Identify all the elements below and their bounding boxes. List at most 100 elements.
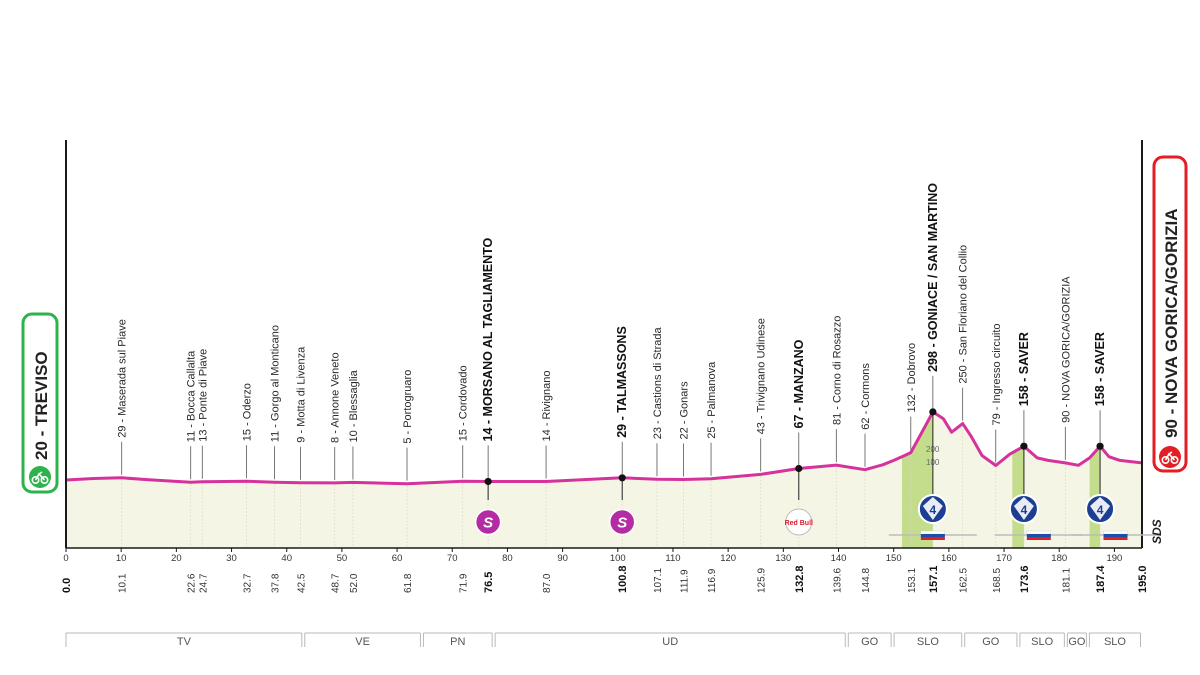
flag-stripe-blue xyxy=(1103,534,1128,537)
x-tick-label: 70 xyxy=(447,553,458,564)
km-label: 32.7 xyxy=(242,573,253,593)
km-label: 52.0 xyxy=(349,573,360,593)
km-label: 132.8 xyxy=(794,565,806,593)
sprint-icon xyxy=(474,508,502,536)
region-label: SLO xyxy=(1031,636,1053,648)
location-label: 298 - GONIACE / SAN MARTINO xyxy=(926,183,940,372)
sponsor-logo: SDS xyxy=(1150,519,1164,544)
sprint-symbol: S xyxy=(483,515,493,532)
location-label: 22 - Gonars xyxy=(678,381,690,440)
finish-km-label: 195.0 xyxy=(1137,565,1149,593)
location-label: 29 - TALMASSONS xyxy=(615,326,629,438)
x-tick-label: 10 xyxy=(116,553,127,564)
marker-dot xyxy=(618,474,626,482)
x-tick-label: 90 xyxy=(557,553,568,564)
marker-layer: S S Red Bull 4 4 4 xyxy=(474,408,1160,540)
x-tick-label: 160 xyxy=(941,553,957,564)
slovenia-flag-icon xyxy=(920,530,946,540)
location-label: 43 - Trivignano Udinese xyxy=(756,318,768,434)
km-label: 22.6 xyxy=(187,573,198,593)
x-tick-label: 20 xyxy=(171,553,182,564)
location-label: 158 - SAVER xyxy=(1017,332,1031,406)
x-tick-label: 0 xyxy=(63,553,68,564)
cyclist-glyph xyxy=(31,471,49,484)
km-label: 48.7 xyxy=(331,573,342,593)
sprint-icon xyxy=(608,508,636,536)
km-label: 162.5 xyxy=(959,568,970,593)
region-label: VE xyxy=(355,636,370,648)
profile-line xyxy=(65,410,1143,486)
region-label: SLO xyxy=(1104,636,1126,648)
flag-stripe-white xyxy=(1103,530,1128,535)
location-label: 10 - Blessaglia xyxy=(348,369,360,442)
km-label: 61.8 xyxy=(403,573,414,593)
climb-category: 4 xyxy=(930,503,937,517)
region-label: GO xyxy=(982,636,1000,648)
axis-layer: 0 10 20 30 40 50 60 70 80 90 100 110 120 130 140 150 160… xyxy=(61,140,1149,593)
location-label: 9 - Motta di Livenza xyxy=(296,346,308,443)
region-label: TV xyxy=(177,636,192,648)
flag-stripe-white xyxy=(920,530,946,535)
start-km-label: 0.0 xyxy=(61,578,73,593)
location-label: 14 - Rivignano xyxy=(541,371,553,442)
km-label: 173.6 xyxy=(1019,565,1031,593)
cyclist-icon xyxy=(29,466,51,488)
x-tick-label: 40 xyxy=(281,553,292,564)
marker-dot xyxy=(1096,442,1104,450)
finish-marker: 90 - NOVA GORICA/GORIZIA xyxy=(1152,155,1188,473)
climb-icon-shape xyxy=(1013,497,1034,520)
region-label: SLO xyxy=(917,636,939,648)
location-label: 11 - Gorgo al Monticano xyxy=(270,325,282,442)
km-label: 125.9 xyxy=(757,568,768,593)
climb-category: 4 xyxy=(1021,503,1028,517)
cyclist-glyph xyxy=(1161,451,1179,464)
location-label: 15 - Oderzo xyxy=(241,383,253,441)
region-label: GO xyxy=(1068,636,1086,648)
climb-segment xyxy=(1012,411,1024,548)
km-label: 42.5 xyxy=(297,573,308,593)
location-label: 90 - NOVA GORICA/GORIZIA xyxy=(1060,276,1072,423)
profile-area-layer: 200100 xyxy=(65,410,1143,548)
x-tick-label: 80 xyxy=(502,553,513,564)
km-label: 111.9 xyxy=(679,569,690,593)
location-label: 29 - Maserada sul Piave xyxy=(117,319,129,438)
x-tick-label: 170 xyxy=(996,553,1012,564)
cyclist-icon xyxy=(1159,446,1181,468)
x-tick-label: 150 xyxy=(886,553,902,564)
km-label: 24.7 xyxy=(198,573,209,593)
marker-dot xyxy=(929,408,937,416)
climb-icon-shape xyxy=(1090,497,1111,520)
flag-stripe-red xyxy=(920,537,945,540)
bonus-label: Red Bull xyxy=(785,520,813,527)
location-label: 79 - Ingresso circuito xyxy=(991,323,1003,425)
bonus-icon xyxy=(785,508,813,536)
km-label: 144.8 xyxy=(861,568,872,593)
location-label: 67 - MANZANO xyxy=(792,339,806,428)
km-label: 76.5 xyxy=(483,572,495,593)
finish-frame xyxy=(1152,155,1188,473)
km-label: 157.1 xyxy=(928,565,940,593)
slovenia-flag-icon xyxy=(1026,530,1052,540)
sprint-symbol: S xyxy=(617,515,627,532)
marker-dot xyxy=(1020,442,1028,450)
flag-stripe-white xyxy=(1026,530,1052,535)
finish-label: 90 - NOVA GORICA/GORIZIA xyxy=(1162,208,1181,438)
x-tick-label: 100 xyxy=(610,553,626,564)
region-label: PN xyxy=(450,636,465,648)
location-label: 14 - MORSANO AL TAGLIAMENTO xyxy=(481,237,495,441)
slovenia-flag-icon xyxy=(1103,530,1128,540)
km-label: 181.1 xyxy=(1061,568,1072,593)
location-label: 5 - Portogruaro xyxy=(402,370,414,444)
marker-dot xyxy=(795,464,803,473)
location-label-layer: 29 - Maserada sul Piave 11 - Bocca Callal… xyxy=(117,183,1107,481)
location-label: 158 - SAVER xyxy=(1093,332,1107,406)
location-label: 13 - Ponte di Piave xyxy=(197,349,209,442)
start-frame xyxy=(21,312,59,494)
x-tick-label: 60 xyxy=(392,553,403,564)
climb-icon-shape xyxy=(922,497,943,520)
region-label: GO xyxy=(861,636,879,648)
climb-category: 4 xyxy=(1097,503,1104,517)
x-tick-label: 190 xyxy=(1106,553,1122,564)
km-label: 87.0 xyxy=(542,573,553,593)
km-label: 187.4 xyxy=(1095,565,1107,593)
